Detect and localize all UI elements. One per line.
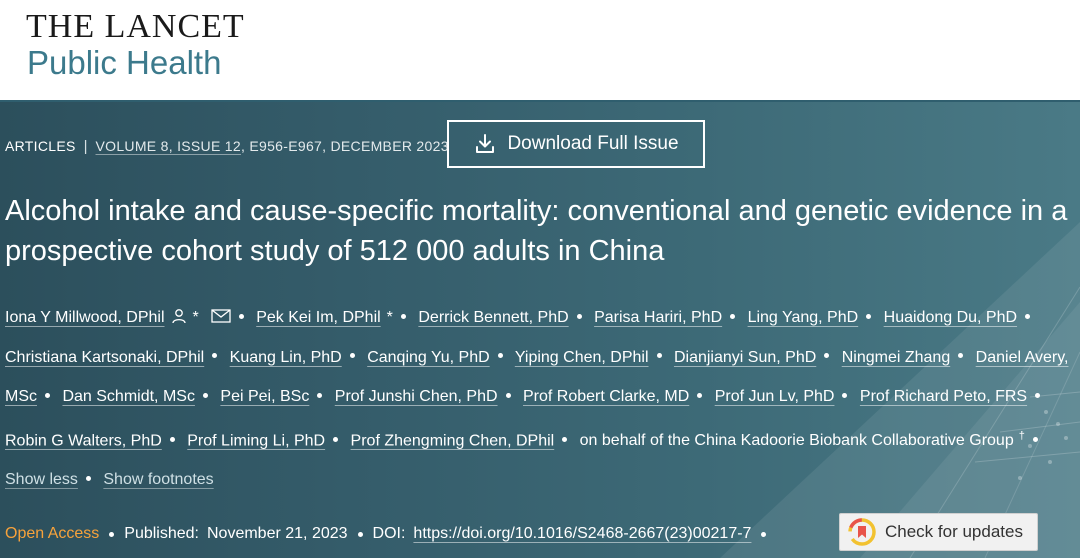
article-title: Alcohol intake and cause-specific mortal… bbox=[5, 195, 1068, 267]
author-link[interactable]: Prof Liming Li, PhD bbox=[187, 431, 326, 449]
separator-dot bbox=[958, 353, 964, 359]
doi-label: DOI: bbox=[372, 525, 406, 542]
author-link[interactable]: Prof Robert Clarke, MD bbox=[522, 388, 690, 405]
published-date: November 21, 2023 bbox=[207, 525, 348, 542]
author-link[interactable]: Huaidong Du, PhD bbox=[883, 309, 1018, 326]
separator-dot bbox=[169, 436, 175, 442]
pages-date: , E956-E967, DECEMBER 2023 bbox=[240, 138, 449, 154]
journal-logo-subtitle[interactable]: Public Health bbox=[27, 44, 222, 81]
separator-dot bbox=[730, 313, 736, 319]
author-link[interactable]: Dianjianyi Sun, PhD bbox=[673, 348, 817, 366]
author-link[interactable]: Kuang Lin, PhD bbox=[229, 348, 342, 366]
separator-dot bbox=[497, 353, 503, 359]
download-icon bbox=[476, 134, 495, 153]
article-header: ARTICLES | VOLUME 8, ISSUE 12 , E956-E96… bbox=[0, 102, 1080, 558]
author-link[interactable]: Canqing Yu, PhD bbox=[367, 348, 490, 366]
check-updates-icon bbox=[848, 518, 876, 546]
equal-contribution-mark[interactable]: * bbox=[386, 309, 393, 326]
author-link[interactable]: Robin G Walters, PhD bbox=[5, 431, 162, 449]
separator-dot bbox=[697, 392, 703, 398]
author-link[interactable]: Parisa Hariri, PhD bbox=[594, 309, 723, 326]
author-link[interactable]: Yiping Chen, DPhil bbox=[514, 348, 649, 366]
separator-dot bbox=[45, 392, 50, 398]
group-author: on behalf of the China Kadoorie Biobank … bbox=[579, 429, 1025, 449]
author-link[interactable]: Dan Schmidt, MSc bbox=[62, 388, 195, 405]
author-link[interactable]: Pek Kei Im, DPhil bbox=[256, 309, 381, 326]
show-less-link[interactable]: Show less bbox=[5, 471, 78, 489]
doi-link[interactable]: https://doi.org/10.1016/S2468-2667(23)00… bbox=[413, 525, 752, 542]
author-item: Iona Y Millwood, DPhil * bbox=[5, 309, 231, 326]
journal-logo-title[interactable]: THE LANCET bbox=[26, 8, 245, 45]
author-link[interactable]: Prof Richard Peto, FRS bbox=[859, 388, 1028, 405]
group-author-name: on behalf of the China Kadoorie Biobank … bbox=[579, 431, 1014, 449]
author-link[interactable]: Ningmei Zhang bbox=[841, 348, 951, 366]
separator-dot bbox=[212, 353, 218, 359]
mail-icon[interactable] bbox=[211, 308, 231, 324]
download-full-issue-button[interactable]: Download Full Issue bbox=[447, 120, 705, 168]
open-access-label: Open Access bbox=[5, 525, 100, 542]
publication-info: Open Access Published: November 21, 2023… bbox=[5, 521, 776, 547]
separator-dot bbox=[576, 313, 582, 319]
separator-dot bbox=[317, 392, 323, 398]
separator-dot bbox=[1032, 436, 1038, 442]
separator-dot bbox=[357, 531, 363, 537]
author-link[interactable]: Prof Jun Lv, PhD bbox=[714, 388, 835, 405]
separator-dot bbox=[202, 392, 208, 398]
check-for-updates-label: Check for updates bbox=[885, 522, 1023, 541]
author-link[interactable]: Daniel Avery, MSc bbox=[5, 348, 1069, 406]
author-item: Pek Kei Im, DPhil * bbox=[256, 309, 393, 326]
article-type: ARTICLES bbox=[5, 138, 76, 154]
volume-issue-link[interactable]: VOLUME 8, ISSUE 12 bbox=[95, 138, 241, 154]
group-footnote-mark[interactable]: † bbox=[1018, 429, 1025, 442]
separator-dot bbox=[656, 353, 662, 359]
author-link[interactable]: Christiana Kartsonaki, DPhil bbox=[5, 348, 205, 366]
separator-dot bbox=[333, 436, 339, 442]
separator-dot bbox=[562, 436, 568, 442]
separator-dot bbox=[238, 313, 244, 319]
separator-dot bbox=[1025, 313, 1031, 319]
check-for-updates-button[interactable]: Check for updates bbox=[839, 513, 1038, 551]
separator-dot bbox=[400, 313, 406, 319]
header-divider bbox=[0, 100, 1080, 102]
equal-contribution-mark[interactable]: * bbox=[192, 309, 199, 326]
separator-dot bbox=[349, 353, 355, 359]
article-meta: ARTICLES | VOLUME 8, ISSUE 12 , E956-E96… bbox=[5, 136, 449, 156]
author-list: Iona Y Millwood, DPhil * Pek Kei Im, DPhi… bbox=[5, 298, 1075, 500]
meta-separator: | bbox=[83, 137, 88, 155]
separator-dot bbox=[824, 353, 830, 359]
show-footnotes-link[interactable]: Show footnotes bbox=[103, 471, 214, 489]
separator-dot bbox=[1035, 392, 1041, 398]
author-link[interactable]: Prof Junshi Chen, PhD bbox=[334, 388, 498, 405]
separator-dot bbox=[761, 531, 767, 537]
author-link[interactable]: Ling Yang, PhD bbox=[747, 309, 859, 326]
separator-dot bbox=[505, 392, 511, 398]
site-header: THE LANCET Public Health bbox=[0, 0, 1080, 100]
published-label: Published: bbox=[124, 525, 199, 542]
separator-dot bbox=[866, 313, 872, 319]
author-link[interactable]: Iona Y Millwood, DPhil bbox=[5, 309, 165, 326]
author-link[interactable]: Pei Pei, BSc bbox=[220, 388, 310, 405]
author-link[interactable]: Prof Zhengming Chen, DPhil bbox=[350, 431, 555, 449]
separator-dot bbox=[109, 531, 115, 537]
download-full-issue-label: Download Full Issue bbox=[507, 133, 679, 154]
separator-dot bbox=[85, 476, 91, 482]
author-link[interactable]: Derrick Bennett, PhD bbox=[418, 309, 569, 326]
separator-dot bbox=[842, 392, 848, 398]
person-icon[interactable] bbox=[171, 308, 187, 324]
